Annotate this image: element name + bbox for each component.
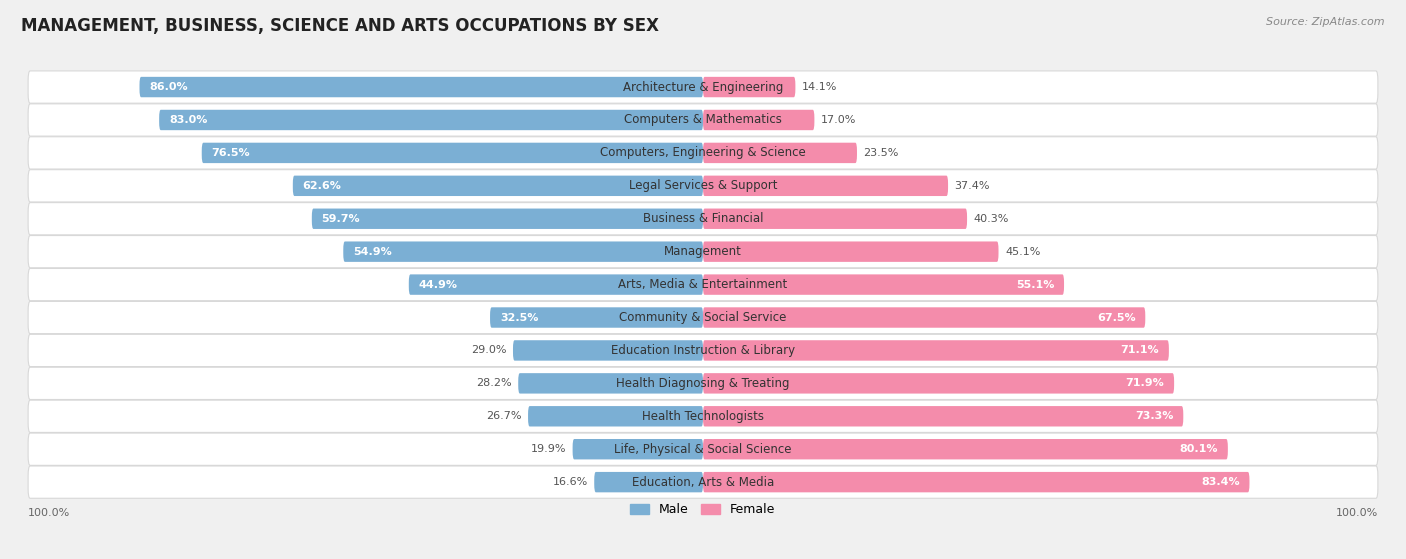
FancyBboxPatch shape bbox=[519, 373, 703, 394]
FancyBboxPatch shape bbox=[703, 176, 948, 196]
FancyBboxPatch shape bbox=[703, 439, 1227, 459]
Text: 32.5%: 32.5% bbox=[501, 312, 538, 323]
FancyBboxPatch shape bbox=[28, 235, 1378, 268]
FancyBboxPatch shape bbox=[28, 268, 1378, 301]
Text: 23.5%: 23.5% bbox=[863, 148, 898, 158]
Text: Business & Financial: Business & Financial bbox=[643, 212, 763, 225]
Text: 37.4%: 37.4% bbox=[955, 181, 990, 191]
Text: 40.3%: 40.3% bbox=[973, 214, 1010, 224]
Text: Legal Services & Support: Legal Services & Support bbox=[628, 179, 778, 192]
FancyBboxPatch shape bbox=[529, 406, 703, 427]
Text: Arts, Media & Entertainment: Arts, Media & Entertainment bbox=[619, 278, 787, 291]
FancyBboxPatch shape bbox=[595, 472, 703, 492]
Text: 59.7%: 59.7% bbox=[322, 214, 360, 224]
FancyBboxPatch shape bbox=[28, 104, 1378, 136]
FancyBboxPatch shape bbox=[572, 439, 703, 459]
FancyBboxPatch shape bbox=[28, 400, 1378, 433]
Text: Education Instruction & Library: Education Instruction & Library bbox=[612, 344, 794, 357]
Legend: Male, Female: Male, Female bbox=[627, 500, 779, 520]
Text: Education, Arts & Media: Education, Arts & Media bbox=[631, 476, 775, 489]
FancyBboxPatch shape bbox=[28, 301, 1378, 334]
Text: 83.4%: 83.4% bbox=[1201, 477, 1240, 487]
FancyBboxPatch shape bbox=[703, 373, 1174, 394]
FancyBboxPatch shape bbox=[703, 110, 814, 130]
Text: 100.0%: 100.0% bbox=[1336, 508, 1378, 518]
Text: Health Diagnosing & Treating: Health Diagnosing & Treating bbox=[616, 377, 790, 390]
FancyBboxPatch shape bbox=[292, 176, 703, 196]
Text: 17.0%: 17.0% bbox=[821, 115, 856, 125]
FancyBboxPatch shape bbox=[513, 340, 703, 361]
Text: 76.5%: 76.5% bbox=[211, 148, 250, 158]
FancyBboxPatch shape bbox=[703, 340, 1168, 361]
FancyBboxPatch shape bbox=[28, 71, 1378, 103]
Text: 55.1%: 55.1% bbox=[1015, 280, 1054, 290]
Text: MANAGEMENT, BUSINESS, SCIENCE AND ARTS OCCUPATIONS BY SEX: MANAGEMENT, BUSINESS, SCIENCE AND ARTS O… bbox=[21, 17, 659, 35]
Text: Architecture & Engineering: Architecture & Engineering bbox=[623, 80, 783, 93]
FancyBboxPatch shape bbox=[703, 274, 1064, 295]
Text: 19.9%: 19.9% bbox=[530, 444, 567, 454]
FancyBboxPatch shape bbox=[703, 77, 796, 97]
FancyBboxPatch shape bbox=[28, 466, 1378, 498]
Text: Computers & Mathematics: Computers & Mathematics bbox=[624, 113, 782, 126]
Text: 80.1%: 80.1% bbox=[1180, 444, 1218, 454]
FancyBboxPatch shape bbox=[343, 241, 703, 262]
Text: 45.1%: 45.1% bbox=[1005, 247, 1040, 257]
Text: Management: Management bbox=[664, 245, 742, 258]
FancyBboxPatch shape bbox=[703, 472, 1250, 492]
FancyBboxPatch shape bbox=[28, 170, 1378, 202]
Text: 14.1%: 14.1% bbox=[801, 82, 838, 92]
Text: 16.6%: 16.6% bbox=[553, 477, 588, 487]
Text: 62.6%: 62.6% bbox=[302, 181, 342, 191]
FancyBboxPatch shape bbox=[28, 137, 1378, 169]
FancyBboxPatch shape bbox=[703, 143, 858, 163]
Text: Life, Physical & Social Science: Life, Physical & Social Science bbox=[614, 443, 792, 456]
FancyBboxPatch shape bbox=[491, 307, 703, 328]
Text: 100.0%: 100.0% bbox=[28, 508, 70, 518]
Text: 71.9%: 71.9% bbox=[1126, 378, 1164, 389]
FancyBboxPatch shape bbox=[159, 110, 703, 130]
Text: 54.9%: 54.9% bbox=[353, 247, 392, 257]
FancyBboxPatch shape bbox=[28, 334, 1378, 367]
Text: Community & Social Service: Community & Social Service bbox=[619, 311, 787, 324]
FancyBboxPatch shape bbox=[703, 307, 1146, 328]
Text: 86.0%: 86.0% bbox=[149, 82, 188, 92]
Text: 67.5%: 67.5% bbox=[1097, 312, 1136, 323]
Text: Computers, Engineering & Science: Computers, Engineering & Science bbox=[600, 146, 806, 159]
FancyBboxPatch shape bbox=[703, 406, 1184, 427]
FancyBboxPatch shape bbox=[703, 241, 998, 262]
FancyBboxPatch shape bbox=[312, 209, 703, 229]
Text: 26.7%: 26.7% bbox=[486, 411, 522, 421]
Text: 71.1%: 71.1% bbox=[1121, 345, 1159, 356]
Text: 29.0%: 29.0% bbox=[471, 345, 506, 356]
FancyBboxPatch shape bbox=[28, 433, 1378, 465]
FancyBboxPatch shape bbox=[201, 143, 703, 163]
FancyBboxPatch shape bbox=[28, 367, 1378, 400]
FancyBboxPatch shape bbox=[139, 77, 703, 97]
Text: Health Technologists: Health Technologists bbox=[643, 410, 763, 423]
Text: 28.2%: 28.2% bbox=[477, 378, 512, 389]
FancyBboxPatch shape bbox=[409, 274, 703, 295]
Text: Source: ZipAtlas.com: Source: ZipAtlas.com bbox=[1267, 17, 1385, 27]
Text: 44.9%: 44.9% bbox=[419, 280, 457, 290]
Text: 83.0%: 83.0% bbox=[169, 115, 207, 125]
FancyBboxPatch shape bbox=[28, 202, 1378, 235]
Text: 73.3%: 73.3% bbox=[1135, 411, 1174, 421]
FancyBboxPatch shape bbox=[703, 209, 967, 229]
